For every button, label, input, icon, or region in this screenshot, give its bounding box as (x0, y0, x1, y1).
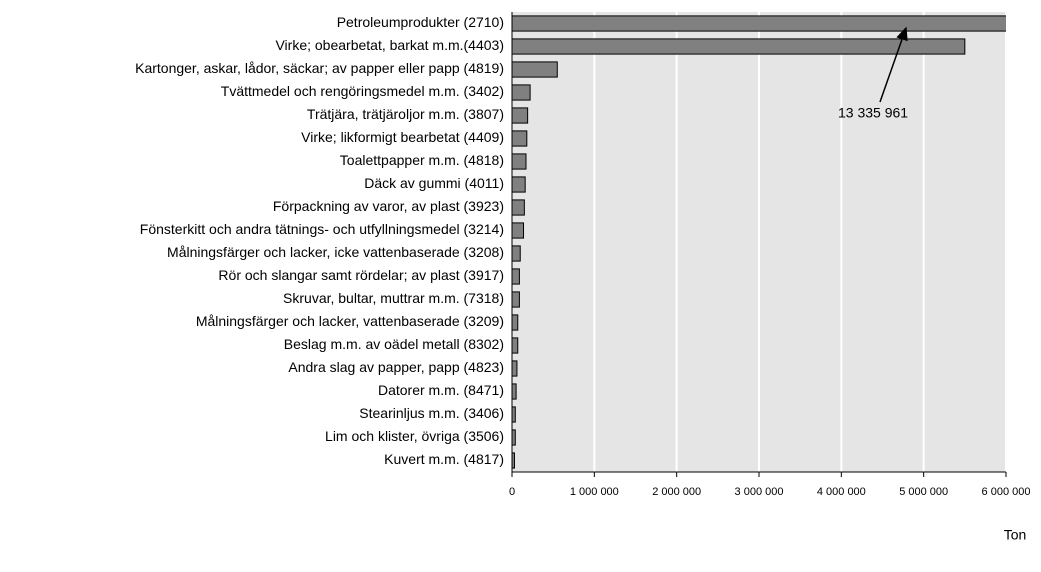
y-tick-label: Skruvar, bultar, muttrar m.m. (7318) (283, 290, 504, 306)
y-tick-label: Kartonger, askar, lådor, säckar; av papp… (135, 60, 504, 76)
bar (512, 176, 526, 193)
y-tick-label: Målningsfärger och lacker, vattenbaserad… (196, 313, 504, 329)
x-tick-label: 0 (509, 486, 515, 498)
bar (512, 406, 516, 423)
y-tick-label: Stearinljus m.m. (3406) (359, 405, 504, 421)
bar (512, 130, 528, 147)
x-tick-label: 2 000 000 (652, 486, 701, 498)
bar (512, 15, 1006, 32)
bar (512, 268, 520, 285)
bar (512, 153, 527, 170)
y-tick-label: Virke; obearbetat, barkat m.m.(4403) (275, 37, 504, 53)
bar (512, 84, 531, 101)
y-tick-label: Kuvert m.m. (4817) (384, 451, 504, 467)
y-tick-label: Förpackning av varor, av plast (3923) (273, 198, 504, 214)
y-tick-label: Målningsfärger och lacker, icke vattenba… (167, 244, 504, 260)
y-tick-label: Petroleumprodukter (2710) (337, 14, 504, 30)
y-tick-label: Trätjära, trätjäroljor m.m. (3807) (307, 106, 504, 122)
bar (512, 314, 519, 331)
bar (512, 291, 520, 308)
annotation-arrow (879, 26, 908, 103)
bar (512, 452, 515, 469)
bar (512, 38, 966, 55)
bar (512, 360, 518, 377)
x-tick-label: 4 000 000 (817, 486, 866, 498)
x-tick-label: 3 000 000 (735, 486, 784, 498)
x-axis-label: Ton (1004, 527, 1027, 543)
y-tick-label: Datorer m.m. (8471) (378, 382, 504, 398)
bar (512, 199, 525, 216)
y-tick-label: Fönsterkitt och andra tätnings- och utfy… (140, 221, 504, 237)
y-tick-label: Rör och slangar samt rördelar; av plast … (218, 267, 504, 283)
annotation: 13 335 961 (838, 105, 908, 121)
y-tick-label: Tvättmedel och rengöringsmedel m.m. (340… (221, 83, 504, 99)
x-tick-label: 6 000 000 (982, 486, 1031, 498)
bar (512, 337, 519, 354)
bar (512, 429, 516, 446)
y-tick-label: Beslag m.m. av oädel metall (8302) (284, 336, 504, 352)
bar (512, 61, 558, 78)
bar (512, 383, 517, 400)
y-tick-label: Däck av gummi (4011) (364, 175, 504, 191)
bar (512, 245, 521, 262)
y-tick-label: Toalettpapper m.m. (4818) (340, 152, 504, 168)
x-tick-label: 5 000 000 (899, 486, 948, 498)
bar (512, 222, 525, 239)
y-tick-label: Virke; likformigt bearbetat (4409) (301, 129, 504, 145)
bar (512, 107, 529, 124)
x-tick-label: 1 000 000 (570, 486, 619, 498)
y-tick-label: Andra slag av papper, papp (4823) (288, 359, 504, 375)
y-tick-label: Lim och klister, övriga (3506) (325, 428, 504, 444)
